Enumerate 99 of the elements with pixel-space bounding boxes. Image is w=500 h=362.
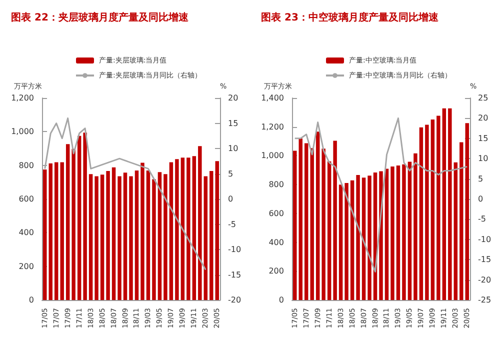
bar xyxy=(298,138,302,300)
y-tick-label: 400 xyxy=(18,228,34,238)
chart-title: 图表 23：中空玻璃月度产量及同比增速 xyxy=(261,12,440,24)
bar xyxy=(66,144,70,300)
bar xyxy=(304,143,308,300)
bar xyxy=(414,153,418,300)
bar xyxy=(94,176,98,300)
bar xyxy=(169,162,174,300)
y2-tick-label: 20 xyxy=(478,114,488,123)
bar xyxy=(327,161,332,300)
bar xyxy=(384,168,389,300)
y2-tick-label: -20 xyxy=(228,296,242,304)
y2-tick-label: 0 xyxy=(228,194,234,204)
y2-tick-label: -15 xyxy=(228,270,242,280)
bar xyxy=(215,161,219,300)
bar xyxy=(118,176,122,300)
y2-tick-label: 15 xyxy=(478,134,488,143)
bar xyxy=(88,174,93,300)
y-tick-label: 1,200 xyxy=(11,94,34,102)
y-tick-label: 1,000 xyxy=(261,151,284,160)
y-tick-label: 0 xyxy=(278,296,284,304)
bar xyxy=(419,127,424,300)
bar xyxy=(344,182,348,300)
y2-tick-label: -5 xyxy=(228,220,236,229)
y2-tick-label: -5 xyxy=(478,214,486,224)
bar xyxy=(164,174,168,300)
bar xyxy=(129,176,133,300)
y-tick-label: 200 xyxy=(18,262,34,271)
bar xyxy=(175,159,179,300)
bar xyxy=(152,179,156,300)
y-tick-label: 800 xyxy=(18,160,34,170)
bar xyxy=(186,158,190,300)
bar xyxy=(140,162,144,300)
y2-tick-label: 5 xyxy=(478,174,484,184)
y2-tick-label: 15 xyxy=(228,118,238,128)
bar xyxy=(192,156,196,300)
y2-tick-label: 5 xyxy=(228,169,234,178)
bar xyxy=(83,132,87,300)
line-series xyxy=(44,117,206,270)
y-tick-label: 1,200 xyxy=(261,122,284,132)
line-series xyxy=(294,117,468,272)
bar xyxy=(442,108,446,300)
bar xyxy=(322,148,326,300)
y2-tick-label: -10 xyxy=(478,234,492,244)
bar xyxy=(350,180,354,300)
bar xyxy=(60,162,64,300)
bar xyxy=(362,178,366,300)
y-tick-label: 800 xyxy=(268,180,284,190)
bar xyxy=(390,166,394,300)
y2-tick-label: -25 xyxy=(478,296,492,304)
bar xyxy=(333,140,337,300)
bar xyxy=(465,123,469,300)
bar xyxy=(310,148,314,300)
y2-tick-label: 0 xyxy=(478,194,484,204)
y-tick-label: 600 xyxy=(18,194,34,204)
y2-tick-label: 20 xyxy=(228,94,238,102)
bar xyxy=(425,124,429,300)
bar xyxy=(316,132,320,300)
bar xyxy=(356,175,360,300)
bar xyxy=(72,148,76,300)
bar xyxy=(204,176,208,300)
y2-tick-label: -20 xyxy=(478,275,492,284)
bar xyxy=(293,150,297,300)
bar xyxy=(134,170,139,300)
bar xyxy=(112,167,116,300)
bar xyxy=(54,162,58,300)
bar xyxy=(408,162,412,300)
bar xyxy=(48,163,52,300)
bar xyxy=(402,164,406,300)
bar xyxy=(436,116,440,300)
bar xyxy=(158,172,162,300)
bar xyxy=(210,171,214,300)
bar xyxy=(123,172,128,300)
chart-title: 图表 22：夹层玻璃月度产量及同比增速 xyxy=(11,12,190,24)
y-tick-label: 1,000 xyxy=(11,127,34,136)
bar xyxy=(100,174,104,300)
bar xyxy=(77,136,82,300)
bar xyxy=(106,171,110,300)
y2-tick-label: -10 xyxy=(228,245,242,254)
y-tick-label: 600 xyxy=(268,208,284,218)
y-tick-label: 400 xyxy=(268,238,284,247)
bar xyxy=(448,108,452,300)
y2-tick-label: -15 xyxy=(478,255,492,264)
y2-tick-label: 10 xyxy=(478,154,488,164)
bar xyxy=(180,158,185,300)
y2-tick-label: 10 xyxy=(228,144,238,153)
bar xyxy=(396,166,400,300)
y2-tick-label: 25 xyxy=(478,94,488,102)
y-tick-label: 200 xyxy=(268,266,284,276)
bar xyxy=(43,170,47,300)
bar xyxy=(454,162,458,300)
y-tick-label: 1,400 xyxy=(261,94,284,102)
bar xyxy=(146,170,150,300)
bar xyxy=(338,184,343,300)
bar xyxy=(430,120,435,300)
bar xyxy=(460,142,464,300)
y-tick-label: 0 xyxy=(28,296,34,304)
bar xyxy=(198,146,202,300)
bar xyxy=(368,176,372,300)
